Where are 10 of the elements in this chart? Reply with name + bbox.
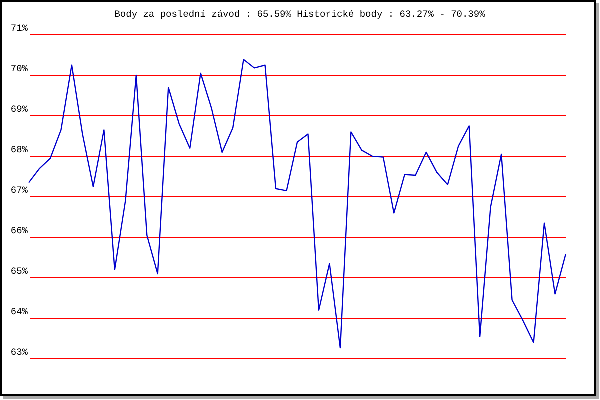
y-tick-label: 69% xyxy=(10,104,28,115)
y-tick-label: 70% xyxy=(10,64,28,74)
y-tick-label: 68% xyxy=(10,144,28,156)
y-tick-label: 65% xyxy=(10,266,28,277)
y-tick-label: 66% xyxy=(10,226,28,236)
chart-title: Body za poslední závod : 65.59% Historické body : 63.27% - 70.39% xyxy=(114,9,486,20)
y-tick-label: 67% xyxy=(10,185,28,196)
y-tick-label: 64% xyxy=(10,306,28,318)
y-tick-label: 71% xyxy=(10,23,28,34)
y-tick-label: 63% xyxy=(10,347,28,358)
